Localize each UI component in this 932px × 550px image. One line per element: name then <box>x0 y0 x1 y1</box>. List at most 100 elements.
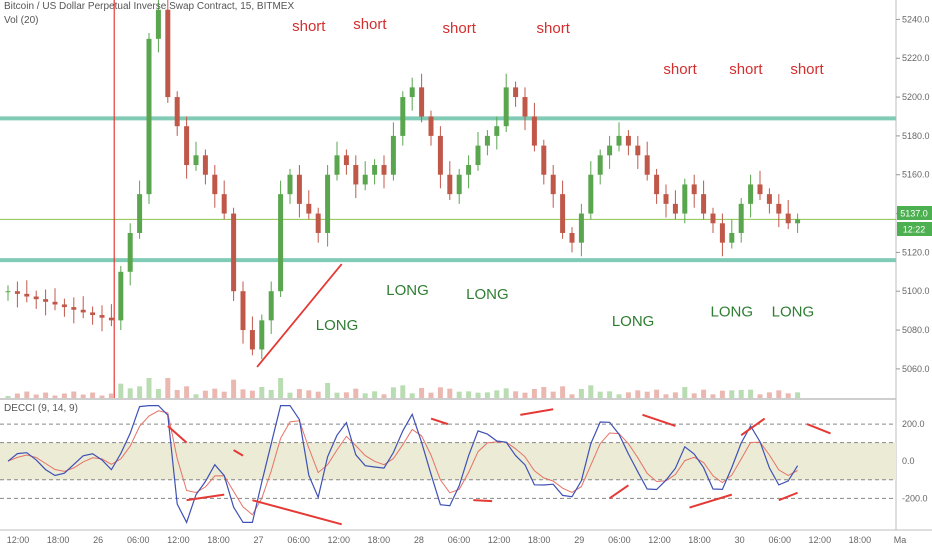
time-tick-label-7: 06:00 <box>287 535 310 545</box>
volume-bar <box>757 394 763 398</box>
candle-body <box>231 213 237 292</box>
trendline <box>256 263 343 368</box>
candle-body <box>80 309 86 313</box>
divergence-line-7 <box>609 484 629 500</box>
volume-bar <box>372 391 378 398</box>
volume-bar <box>748 389 754 398</box>
volume-bar <box>513 391 519 398</box>
candle-body <box>155 9 161 39</box>
volume-bar <box>24 391 30 398</box>
volume-bar <box>43 392 49 398</box>
time-tick-label-9: 18:00 <box>368 535 391 545</box>
candle-body <box>287 174 293 195</box>
oscillator-tick-label-1: 0.0 <box>902 456 915 466</box>
price-tick-label-8: 5220.0 <box>902 53 930 63</box>
candle-body <box>137 194 143 233</box>
candle-body <box>14 291 20 294</box>
candle-body <box>240 291 246 331</box>
volume-bar <box>428 392 434 398</box>
candle-body <box>588 174 594 214</box>
volume-bar <box>663 394 669 398</box>
candle-body <box>456 174 462 195</box>
candle-body <box>625 135 631 146</box>
candle-body <box>90 312 96 316</box>
candle-body <box>259 320 265 350</box>
candle-body <box>419 87 425 117</box>
candle-body <box>550 174 556 195</box>
price-tick-label-3: 5120.0 <box>902 247 930 257</box>
candle-body <box>447 174 453 195</box>
divergence-line-5 <box>473 499 493 503</box>
axes: 5060.05080.05100.05120.05140.05160.05180… <box>0 14 932 545</box>
volume-bar <box>456 391 462 398</box>
volume-bar <box>484 392 490 398</box>
candle-body <box>268 291 274 321</box>
volume-bar <box>259 387 265 398</box>
price-tick-label-1: 5080.0 <box>902 325 930 335</box>
divergence-line-9 <box>689 493 733 509</box>
short-annotation-5: short <box>663 61 697 78</box>
time-tick-label-22: Ma <box>894 535 907 545</box>
volume-bar <box>353 388 359 398</box>
long-annotation-12: LONG <box>711 303 754 320</box>
time-tick-label-11: 06:00 <box>448 535 471 545</box>
divergence-line-3 <box>252 499 342 526</box>
candle-body <box>400 97 406 136</box>
volume-bars <box>5 378 801 398</box>
candle-body <box>513 87 519 98</box>
oscillator-band <box>0 442 896 480</box>
short-annotation-3: short <box>443 20 477 37</box>
volume-bar <box>635 390 641 398</box>
candles <box>5 0 801 360</box>
volume-bar <box>146 378 152 398</box>
drawings <box>167 263 831 526</box>
volume-bar <box>240 389 246 398</box>
time-tick-label-18: 30 <box>735 535 745 545</box>
price-tick-label-5: 5160.0 <box>902 170 930 180</box>
candle-body <box>710 213 716 224</box>
volume-bar <box>682 387 688 398</box>
price-tick-label-0: 5060.0 <box>902 364 930 374</box>
volume-bar <box>607 391 613 398</box>
candle-body <box>494 126 500 136</box>
volume-bar <box>578 389 584 398</box>
time-tick-label-17: 18:00 <box>688 535 711 545</box>
candle-body <box>757 184 763 195</box>
volume-bar <box>334 392 340 398</box>
volume-bar <box>118 383 124 398</box>
candle-body <box>691 184 697 195</box>
volume-bar <box>569 394 575 398</box>
volume-bar <box>325 383 331 398</box>
volume-bar <box>221 391 227 398</box>
time-tick-label-3: 06:00 <box>127 535 150 545</box>
candle-body <box>184 126 190 166</box>
candle-body <box>296 174 302 204</box>
volume-bar <box>541 387 547 398</box>
candle-body <box>484 135 490 146</box>
volume-bar <box>61 393 67 398</box>
last-price-text: 5137.0 <box>900 209 928 219</box>
volume-bar <box>71 391 77 398</box>
volume-bar <box>597 391 603 398</box>
divergence-line-12 <box>806 423 831 435</box>
volume-bar <box>475 392 481 398</box>
divergence-line-6 <box>520 408 554 416</box>
volume-bar <box>381 394 387 398</box>
volume-bar <box>52 395 58 398</box>
long-annotation-13: LONG <box>772 303 815 320</box>
divergence-line-2 <box>233 449 244 457</box>
oscillator-lines <box>7 405 799 524</box>
volume-bar <box>296 389 302 398</box>
candle-body <box>174 97 180 127</box>
candle-body <box>353 165 359 185</box>
volume-bar <box>202 390 208 398</box>
time-tick-label-2: 26 <box>93 535 103 545</box>
candle-body <box>165 9 171 98</box>
long-annotation-11: LONG <box>612 313 655 330</box>
volume-bar <box>588 385 594 398</box>
candle-body <box>682 184 688 214</box>
time-tick-label-5: 18:00 <box>207 535 230 545</box>
candle-body <box>663 194 669 204</box>
countdown-text: 12:22 <box>903 225 926 235</box>
